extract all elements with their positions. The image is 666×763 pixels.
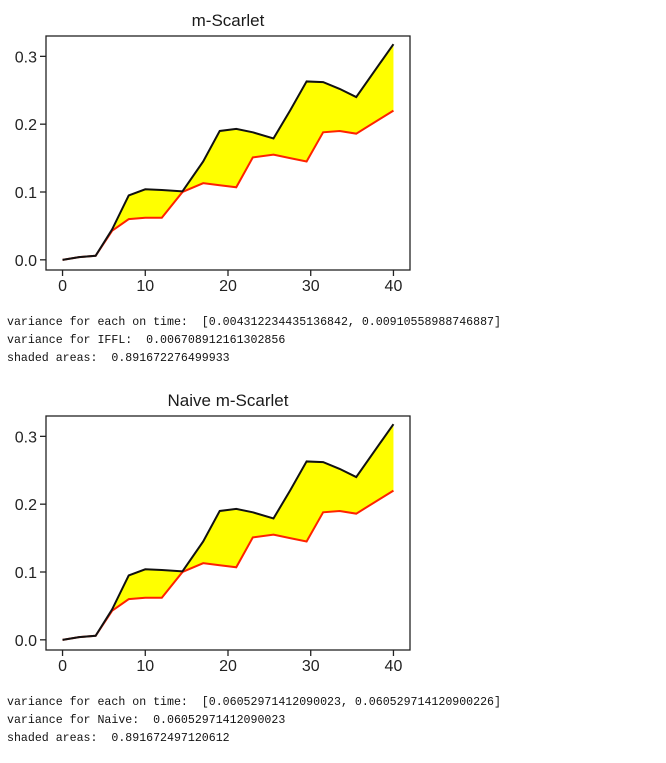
x-tick-label: 40 xyxy=(385,278,403,295)
shaded-areas-line: shaded areas: 0.891672497120612 xyxy=(7,732,230,745)
naive-m-scarlet-chart: Naive m-Scarlet 0 10 20 30 40 0.0 0.1 0.2 0.3 xyxy=(15,391,411,675)
shaded-area xyxy=(62,44,394,260)
naive-m-scarlet-output: variance for each on time: [0.0605297141… xyxy=(7,694,501,748)
y-tick-label: 0.3 xyxy=(15,49,37,66)
m-scarlet-chart: m-Scarlet 0 10 20 30 40 0.0 0.1 0.2 0.3 xyxy=(15,11,411,295)
variance-each-line: variance for each on time: [0.0605297141… xyxy=(7,696,501,709)
y-tick-label: 0.0 xyxy=(15,633,37,650)
shaded-areas-line: shaded areas: 0.891672276499933 xyxy=(7,352,230,365)
x-tick-label: 10 xyxy=(136,278,154,295)
black-series-line xyxy=(62,423,395,641)
variance-iffl-line: variance for IFFL: 0.006708912161302856 xyxy=(7,334,286,347)
x-tick-label: 40 xyxy=(385,658,403,675)
shaded-area xyxy=(62,424,394,640)
y-tick-label: 0.3 xyxy=(15,429,37,446)
x-tick-label: 0 xyxy=(58,658,67,675)
y-tick-label: 0.1 xyxy=(15,565,37,582)
y-tick-label: 0.2 xyxy=(15,497,37,514)
black-series-line xyxy=(62,43,395,261)
x-tick-label: 30 xyxy=(302,278,320,295)
x-tick-label: 10 xyxy=(136,658,154,675)
x-tick-label: 20 xyxy=(219,278,237,295)
x-tick-label: 20 xyxy=(219,658,237,675)
x-tick-label: 30 xyxy=(302,658,320,675)
y-tick-label: 0.2 xyxy=(15,117,37,134)
chart-title: Naive m-Scarlet xyxy=(168,391,289,410)
variance-naive-line: variance for Naive: 0.06052971412090023 xyxy=(7,714,286,727)
y-tick-label: 0.1 xyxy=(15,185,37,202)
x-tick-label: 0 xyxy=(58,278,67,295)
chart-title: m-Scarlet xyxy=(192,11,265,30)
m-scarlet-output: variance for each on time: [0.0043122344… xyxy=(7,314,501,368)
y-tick-label: 0.0 xyxy=(15,253,37,270)
variance-each-line: variance for each on time: [0.0043122344… xyxy=(7,316,501,329)
